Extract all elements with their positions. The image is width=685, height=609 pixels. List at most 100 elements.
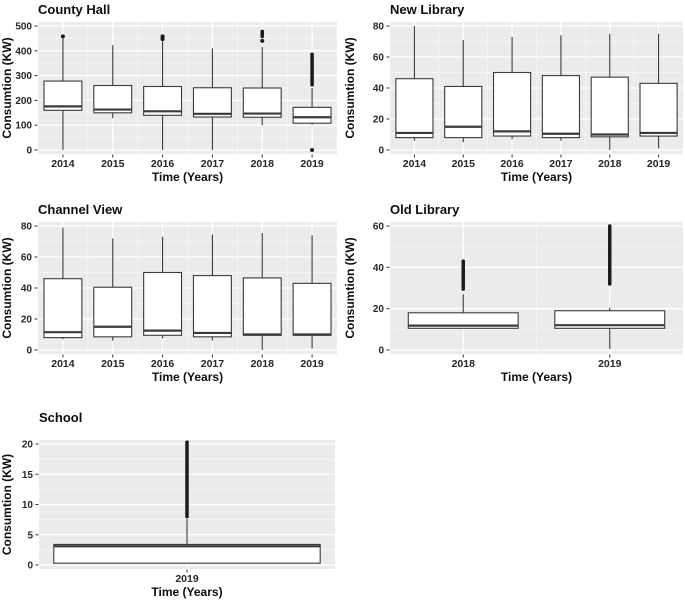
iqr-box — [639, 82, 678, 137]
x-tick-label: 2015 — [452, 158, 476, 170]
grid-minor — [38, 22, 337, 154]
iqr-box — [541, 75, 581, 139]
iqr-box — [554, 310, 666, 329]
x-tick-label: 2015 — [101, 358, 125, 370]
x-tick-label: 2014 — [403, 158, 427, 170]
box-2015 — [444, 39, 483, 143]
iqr-box — [192, 275, 232, 338]
y-tick-label: 0 — [26, 146, 32, 157]
y-axis-title: Consumtion (KW) — [343, 37, 357, 138]
x-tick-label: 2018 — [598, 158, 622, 170]
y-tick-label: 40 — [21, 284, 33, 295]
chart-title-new-library: New Library — [390, 2, 465, 17]
iqr-box — [444, 85, 483, 139]
x-tick-label: 2019 — [300, 158, 324, 170]
y-tick-label: 60 — [373, 53, 385, 64]
box-2014 — [43, 227, 83, 340]
y-axis-title: Consumtion (KW) — [343, 237, 357, 338]
box-2016 — [143, 236, 183, 339]
iqr-box — [242, 87, 282, 118]
iqr-box — [192, 87, 232, 118]
y-tick-label: 200 — [15, 96, 32, 107]
x-tick-label: 2014 — [51, 358, 75, 370]
y-tick-label: 300 — [15, 71, 32, 82]
chart-title-channel-view: Channel View — [38, 202, 123, 217]
y-tick-label: 60 — [373, 222, 385, 233]
iqr-box — [53, 543, 321, 564]
y-tick-label: 60 — [21, 253, 33, 264]
outlier-point — [310, 82, 314, 87]
x-tick-label: 2017 — [201, 358, 225, 370]
boxplot-canvas-channel-view: 0 20 40 60 80 2014 2015 2016 2017 2018 2019 Time (Y… — [0, 222, 337, 384]
x-axis-title: Time (Years) — [152, 370, 223, 384]
x-axis-title: Time (Years) — [501, 170, 572, 184]
iqr-box — [143, 271, 183, 336]
boxplot-panel-county-hall: County Hall 0 100 200 300 400 500 2014 2015 2016… — [0, 0, 343, 200]
outlier-point — [160, 34, 165, 39]
x-tick-label: 2019 — [598, 358, 622, 370]
box-2015 — [93, 238, 133, 341]
box-2018 — [242, 232, 282, 350]
outlier-point — [260, 38, 265, 43]
x-tick-label: 2019 — [175, 573, 199, 585]
box-2015 — [93, 45, 133, 119]
box-2019 — [554, 224, 666, 349]
y-tick-label: 100 — [15, 121, 32, 132]
y-axis-title: Consumtion (KW) — [0, 237, 14, 338]
x-tick-label: 2016 — [151, 358, 175, 370]
outlier-point — [260, 34, 265, 39]
axis-ticks — [34, 225, 313, 358]
iqr-box — [395, 78, 434, 139]
iqr-box — [292, 282, 332, 336]
x-tick-label: 2017 — [549, 158, 573, 170]
boxplot-canvas-county-hall: 0 100 200 300 400 500 2014 2015 2016 2017 2018 2019… — [0, 22, 337, 184]
box-2018 — [590, 33, 629, 150]
y-axis-title: Consumtion (KW) — [0, 37, 14, 138]
y-tick-label: 5 — [27, 530, 33, 541]
x-tick-label: 2015 — [101, 158, 125, 170]
iqr-box — [407, 312, 519, 329]
box-2016 — [492, 36, 532, 140]
grid-minor — [390, 22, 683, 154]
chart-title-county-hall: County Hall — [38, 2, 111, 17]
iqr-box — [93, 84, 133, 114]
y-tick-label: 20 — [373, 115, 385, 126]
y-tick-label: 40 — [373, 84, 385, 95]
boxplot-panel-school: School 0 5 10 15 20 2019 Time (Years) Consumtio… — [0, 400, 343, 609]
x-tick-label: 2019 — [647, 158, 671, 170]
box-2018 — [242, 29, 282, 126]
y-tick-label: 15 — [22, 470, 34, 481]
box-2019 — [639, 33, 678, 149]
outlier-point — [607, 282, 612, 286]
y-tick-label: 500 — [15, 22, 32, 33]
x-axis-title: Time (Years) — [151, 585, 222, 599]
y-tick-label: 0 — [27, 561, 33, 572]
box-2014 — [43, 34, 83, 150]
x-tick-label: 2016 — [151, 158, 175, 170]
box-2017 — [541, 35, 581, 141]
iqr-box — [590, 76, 629, 138]
iqr-box — [292, 106, 332, 124]
x-axis-title: Time (Years) — [501, 370, 572, 384]
boxplot-panel-channel-view: Channel View 0 20 40 60 80 2014 2015 2016 2017 20… — [0, 200, 343, 400]
y-tick-label: 400 — [15, 46, 32, 57]
x-tick-label: 2018 — [251, 358, 275, 370]
y-tick-label: 20 — [22, 440, 34, 451]
outlier-point — [185, 514, 189, 519]
boxplot-canvas-new-library: 0 20 40 60 80 2014 2015 2016 2017 2018 2019 Time (Y… — [343, 22, 683, 184]
y-axis-title: Consumtion (KW) — [0, 454, 14, 555]
y-tick-label: 20 — [373, 304, 385, 315]
axis-ticks — [35, 443, 188, 573]
grid-minor — [390, 222, 683, 354]
y-tick-label: 0 — [26, 346, 32, 357]
x-tick-label: 2016 — [500, 158, 524, 170]
grid-major — [390, 222, 683, 354]
box-2014 — [395, 26, 434, 141]
iqr-box — [43, 278, 83, 339]
y-tick-label: 10 — [22, 500, 34, 511]
box-2019 — [53, 440, 321, 564]
x-axis-title: Time (Years) — [152, 170, 223, 184]
box-2018 — [407, 259, 519, 329]
